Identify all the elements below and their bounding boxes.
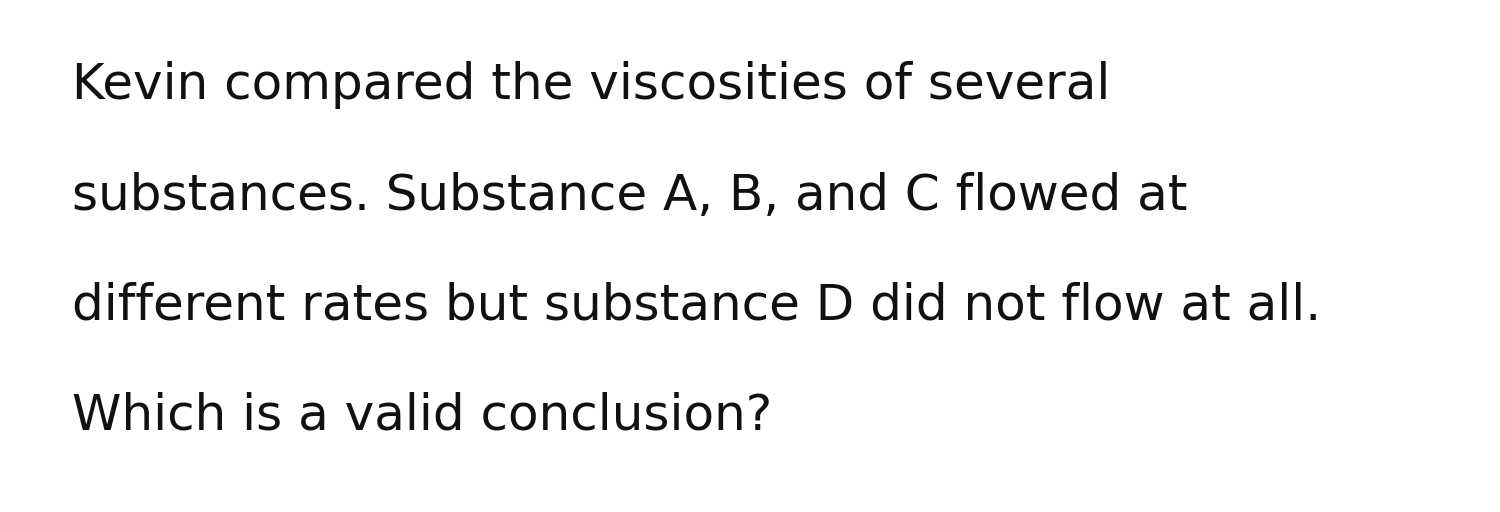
Text: Kevin compared the viscosities of several: Kevin compared the viscosities of severa… (72, 61, 1110, 110)
Text: Which is a valid conclusion?: Which is a valid conclusion? (72, 392, 772, 440)
Text: different rates but substance D did not flow at all.: different rates but substance D did not … (72, 282, 1322, 330)
Text: substances. Substance A, B, and C flowed at: substances. Substance A, B, and C flowed… (72, 172, 1188, 220)
